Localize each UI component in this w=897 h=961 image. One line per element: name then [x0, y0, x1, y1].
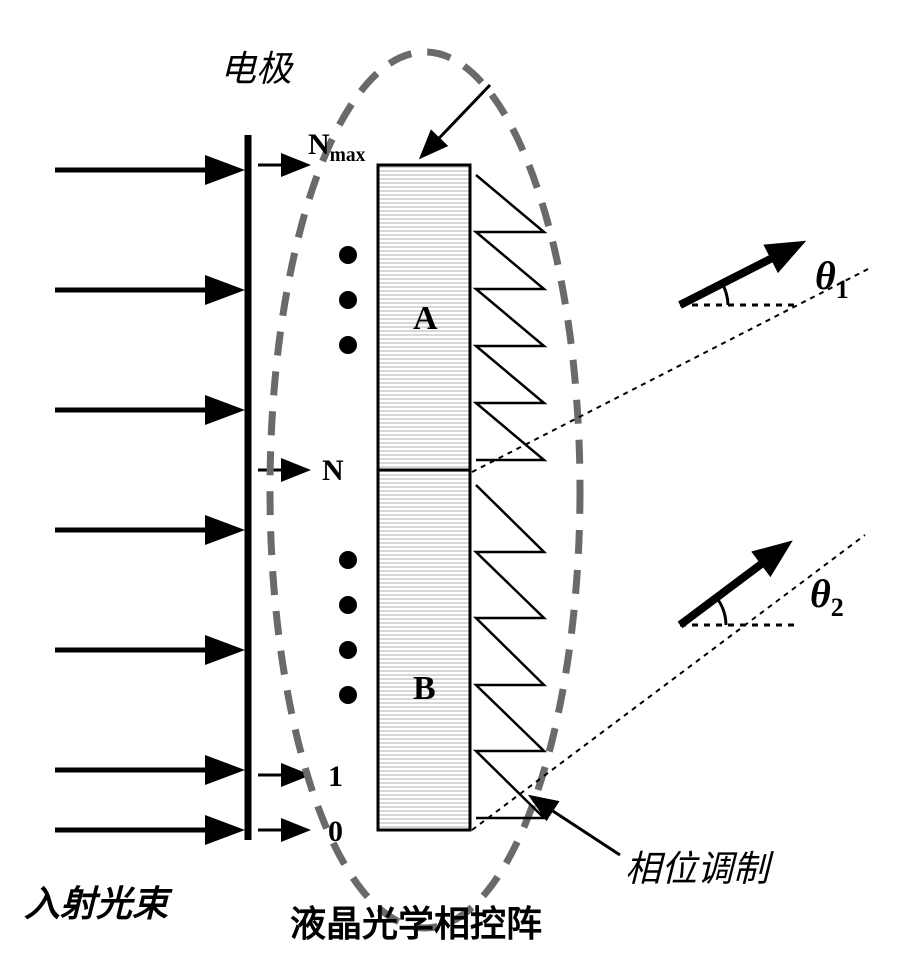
phase-modulation-pointer: [533, 798, 620, 855]
theta1-angle: [680, 248, 800, 305]
phased-array-label: 液晶光学相控阵: [290, 895, 542, 947]
electrode-label: 电极: [220, 40, 292, 92]
sawtooth-b: [476, 485, 544, 818]
theta2-label: θ2: [810, 570, 844, 623]
theta2-angle: [680, 550, 800, 625]
phase-modulation-label: 相位调制: [625, 840, 769, 892]
electrode-pointer: [423, 85, 490, 155]
index-1-label: 1: [328, 760, 343, 794]
incident-beam-label: 入射光束: [24, 875, 168, 927]
theta1-label: θ1: [815, 252, 849, 305]
output-beam-line-2: [472, 535, 865, 830]
index-0-label: 0: [328, 815, 343, 849]
nmax-label: Nmax: [308, 128, 365, 167]
sawtooth-a: [476, 175, 544, 460]
diagram-canvas: [0, 0, 897, 961]
output-beam-line-1: [472, 268, 870, 472]
lc-element: [378, 165, 470, 830]
incident-beam-arrows: [55, 170, 235, 830]
dots-region-b: [339, 551, 357, 704]
region-b-label: B: [413, 670, 436, 708]
dots-region-a: [339, 246, 357, 354]
n-label: N: [322, 454, 344, 488]
region-a-label: A: [413, 300, 438, 338]
